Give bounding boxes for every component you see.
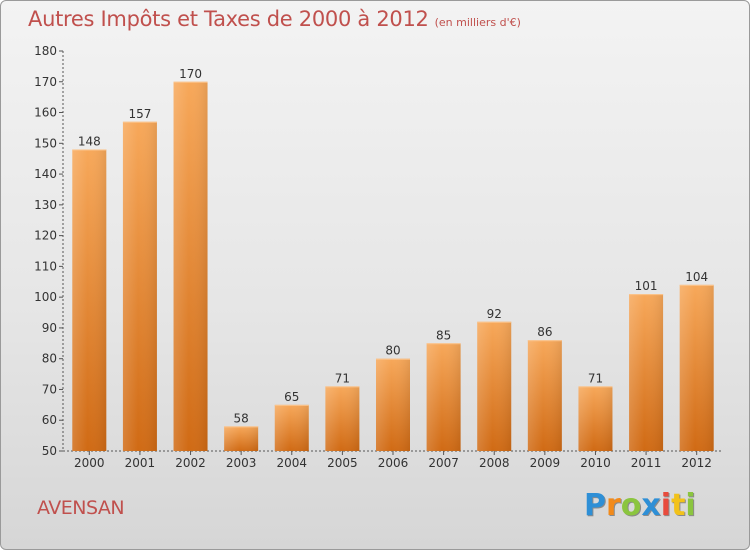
logo-letter: i	[685, 488, 696, 523]
y-tick-label: 50	[42, 444, 57, 458]
logo-letter: o	[620, 488, 642, 523]
y-tick-label: 130	[34, 198, 57, 212]
y-tick-label: 180	[34, 44, 57, 58]
data-label-2011: 101	[635, 279, 658, 293]
bar-shine-2009	[527, 340, 562, 451]
data-label-2009: 86	[537, 325, 552, 339]
logo-letter: r	[606, 488, 621, 523]
data-label-2012: 104	[685, 270, 708, 284]
bar-shine-2000	[72, 149, 107, 451]
bar-shine-2003	[224, 426, 259, 451]
bar-shine-2008	[477, 321, 512, 451]
data-label-2007: 85	[436, 328, 451, 342]
x-tick-label-2012: 2012	[681, 456, 712, 470]
y-tick-label: 150	[34, 136, 57, 150]
x-tick-label-2004: 2004	[276, 456, 307, 470]
bar-shine-2002	[173, 81, 208, 452]
y-tick-label: 110	[34, 259, 57, 273]
data-label-2010: 71	[588, 371, 603, 385]
y-tick-label: 70	[42, 382, 57, 396]
y-tick-label: 90	[42, 321, 57, 335]
x-tick-label-2008: 2008	[479, 456, 510, 470]
chart-title-text: Autres Impôts et Taxes de 2000 à 2012	[28, 7, 429, 31]
bar-shine-2010	[578, 386, 613, 451]
bar-shine-2004	[274, 404, 309, 451]
bar-shine-2005	[325, 386, 360, 451]
chart-title: Autres Impôts et Taxes de 2000 à 2012 (en…	[28, 7, 521, 31]
x-tick-label-2005: 2005	[327, 456, 358, 470]
logo-letter: i	[660, 488, 672, 523]
x-tick-label-2010: 2010	[580, 456, 611, 470]
y-tick-label: 140	[34, 167, 57, 181]
logo-letter: x	[641, 488, 661, 523]
y-tick-label: 160	[34, 106, 57, 120]
chart-subtitle: (en milliers d'€)	[434, 16, 521, 29]
x-tick-label-2009: 2009	[530, 456, 561, 470]
data-label-2002: 170	[179, 67, 202, 81]
x-tick-label-2011: 2011	[631, 456, 662, 470]
bar-shine-2001	[122, 121, 157, 452]
data-label-2003: 58	[234, 411, 249, 425]
logo-letter: P	[584, 488, 606, 523]
y-tick-label: 120	[34, 229, 57, 243]
proxiti-logo[interactable]: Proxiti	[584, 488, 696, 523]
data-label-2006: 80	[385, 344, 400, 358]
commune-name: AVENSAN	[37, 497, 125, 519]
x-tick-label-2003: 2003	[226, 456, 257, 470]
x-tick-label-2002: 2002	[175, 456, 206, 470]
data-label-2001: 157	[128, 107, 151, 121]
bar-shine-2006	[376, 358, 410, 451]
y-tick-label: 60	[42, 413, 57, 427]
bar-shine-2012	[679, 284, 714, 451]
x-tick-label-2000: 2000	[74, 456, 105, 470]
x-tick-label-2006: 2006	[378, 456, 409, 470]
data-label-2000: 148	[78, 134, 101, 148]
bar-shine-2007	[426, 343, 461, 451]
y-tick-label: 170	[34, 75, 57, 89]
data-label-2004: 65	[284, 390, 299, 404]
logo-letter: t	[671, 488, 686, 523]
x-tick-label-2001: 2001	[125, 456, 156, 470]
data-label-2008: 92	[487, 307, 502, 321]
bar-shine-2011	[629, 294, 664, 451]
y-tick-label: 100	[34, 290, 57, 304]
y-tick-label: 80	[42, 352, 57, 366]
data-label-2005: 71	[335, 371, 350, 385]
x-tick-label-2007: 2007	[428, 456, 459, 470]
